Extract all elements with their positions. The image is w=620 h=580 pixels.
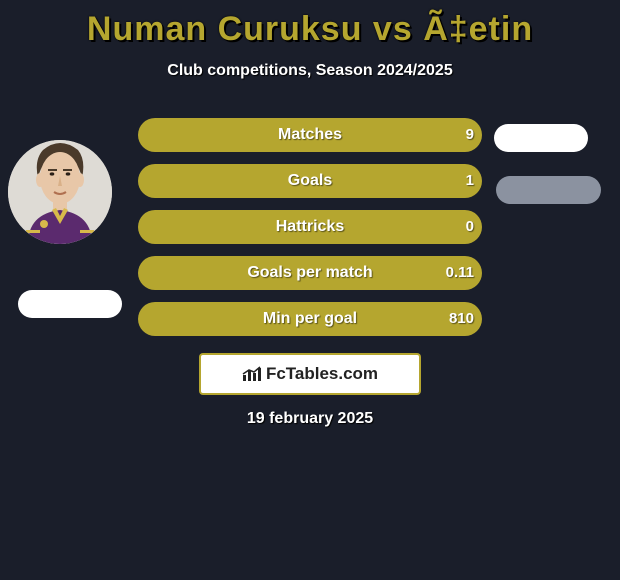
bar-chart-icon	[242, 366, 262, 382]
footer-date: 19 february 2025	[0, 410, 620, 428]
stat-label: Goals per match	[138, 256, 482, 290]
stat-value-left: 1	[466, 164, 474, 198]
page-subtitle: Club competitions, Season 2024/2025	[0, 62, 620, 80]
stat-value-left: 810	[449, 302, 474, 336]
stat-label: Goals	[138, 164, 482, 198]
stat-label: Hattricks	[138, 210, 482, 244]
stat-row: Goals1	[138, 164, 482, 198]
watermark-text: FcTables.com	[242, 364, 378, 384]
stat-value-left: 0.11	[446, 256, 474, 290]
stat-row: Matches9	[138, 118, 482, 152]
stat-label: Min per goal	[138, 302, 482, 336]
stat-row: Min per goal810	[138, 302, 482, 336]
stat-row: Hattricks0	[138, 210, 482, 244]
stats-panel: Matches9Goals1Hattricks0Goals per match0…	[138, 118, 482, 348]
stat-value-left: 0	[466, 210, 474, 244]
page-title: Numan Curuksu vs Ã‡etin	[0, 10, 620, 49]
watermark-badge[interactable]: FcTables.com	[201, 355, 419, 393]
player-right-name-pill-1	[494, 124, 588, 152]
player-left-avatar	[8, 140, 112, 244]
stat-row: Goals per match0.11	[138, 256, 482, 290]
stat-label: Matches	[138, 118, 482, 152]
player-right-name-pill-2	[496, 176, 601, 204]
player-left-name-pill	[18, 290, 122, 318]
comparison-card: Numan Curuksu vs Ã‡etin Club competition…	[0, 0, 620, 580]
stat-value-left: 9	[466, 118, 474, 152]
watermark-label: FcTables.com	[266, 364, 378, 384]
